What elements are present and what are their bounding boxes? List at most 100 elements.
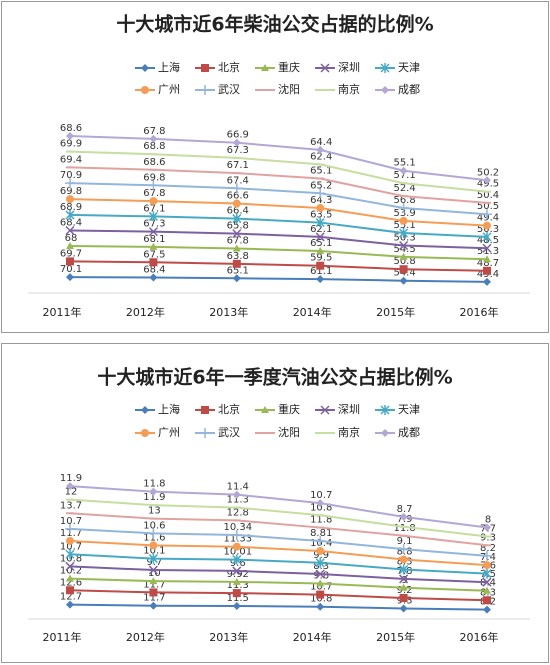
legend-label: 重庆 xyxy=(278,402,300,416)
marker xyxy=(232,542,241,551)
marker xyxy=(66,273,74,282)
data-label: 10 xyxy=(148,568,161,579)
marker xyxy=(315,535,326,546)
series-line xyxy=(69,498,488,538)
legend-label: 深圳 xyxy=(338,61,360,74)
data-label: 68.6 xyxy=(60,123,82,134)
x-tick-label: 2012年 xyxy=(126,305,165,319)
legend-label: 武汉 xyxy=(218,426,240,439)
marker xyxy=(65,209,75,220)
marker xyxy=(149,588,158,597)
legend-label: 南京 xyxy=(338,425,360,439)
data-label: 10.7 xyxy=(60,516,82,527)
data-label: 52.4 xyxy=(393,183,415,194)
data-label: 67.4 xyxy=(227,175,249,186)
marker xyxy=(232,274,241,283)
series-line xyxy=(69,229,488,250)
x-tick-label: 2015年 xyxy=(376,305,415,319)
data-label: 11.8 xyxy=(393,523,415,534)
marker xyxy=(232,244,241,252)
data-label: 12.6 xyxy=(60,577,82,588)
series-line xyxy=(69,166,488,204)
data-label: 66.9 xyxy=(227,130,249,141)
data-label: 66.6 xyxy=(227,191,249,202)
chart-title: 十大城市近6年柴油公交占据的比例% xyxy=(116,13,433,36)
data-label: 8.2 xyxy=(480,543,496,554)
data-label: 10.7 xyxy=(60,541,82,552)
series-line xyxy=(69,589,488,602)
data-label: 63.8 xyxy=(227,251,249,262)
data-label: 10.7 xyxy=(310,490,332,501)
marker xyxy=(483,190,491,193)
data-label: 68.4 xyxy=(60,218,82,229)
data-label: 69.7 xyxy=(60,248,82,259)
series-line xyxy=(69,603,488,611)
marker xyxy=(316,579,325,587)
marker xyxy=(316,546,325,555)
marker xyxy=(149,258,158,267)
marker xyxy=(399,512,408,521)
data-label: 11.7 xyxy=(143,579,165,590)
legend-label: 上海 xyxy=(158,60,180,74)
marker xyxy=(316,526,325,529)
data-label: 62.4 xyxy=(310,151,332,162)
data-label: 11.3 xyxy=(227,580,249,591)
marker xyxy=(398,202,409,213)
data-label: 67.5 xyxy=(143,249,165,260)
marker xyxy=(148,528,159,539)
data-label: 65.2 xyxy=(310,180,332,191)
series-line xyxy=(69,244,488,261)
data-label: 11.6 xyxy=(143,532,165,543)
data-label: 12.8 xyxy=(227,507,249,518)
marker xyxy=(316,163,325,166)
x-tick-label: 2012年 xyxy=(126,630,165,644)
marker xyxy=(65,178,75,189)
marker xyxy=(381,86,389,94)
data-label: 8.81 xyxy=(310,528,332,539)
x-tick-label: 2011年 xyxy=(43,305,82,319)
legend-label: 南京 xyxy=(338,82,360,96)
data-label: 67.8 xyxy=(227,235,249,246)
legend-label: 成都 xyxy=(398,83,420,96)
marker xyxy=(483,277,491,286)
marker xyxy=(149,541,158,550)
data-label: 67.1 xyxy=(143,203,165,214)
marker xyxy=(321,432,329,434)
marker xyxy=(399,166,408,175)
marker xyxy=(315,217,325,228)
marker xyxy=(65,523,75,534)
marker xyxy=(149,134,158,143)
legend-label: 北京 xyxy=(218,402,240,416)
marker xyxy=(66,482,74,491)
data-label: 9.92 xyxy=(227,569,249,580)
marker xyxy=(232,601,241,610)
marker xyxy=(232,589,241,598)
marker xyxy=(66,574,74,582)
marker xyxy=(316,590,325,599)
marker xyxy=(321,89,329,91)
marker xyxy=(399,593,408,602)
marker xyxy=(315,232,325,242)
data-label: 49.5 xyxy=(477,179,499,190)
legend-label: 广州 xyxy=(158,426,180,439)
marker xyxy=(483,255,491,263)
series-line xyxy=(69,565,488,584)
x-tick-label: 2015年 xyxy=(376,630,415,644)
legend-label: 武汉 xyxy=(218,83,240,96)
marker xyxy=(483,523,491,532)
marker xyxy=(399,583,408,591)
marker xyxy=(232,490,241,499)
data-label: 68.6 xyxy=(143,157,165,168)
marker xyxy=(316,145,325,154)
data-label: 12 xyxy=(65,487,78,498)
marker xyxy=(232,554,242,565)
marker xyxy=(232,566,242,576)
data-label: 63.5 xyxy=(310,210,332,221)
marker xyxy=(399,276,408,285)
series-line xyxy=(69,182,488,216)
marker xyxy=(316,261,325,270)
legend-label: 重庆 xyxy=(278,60,300,74)
data-label: 7.4 xyxy=(480,552,496,563)
